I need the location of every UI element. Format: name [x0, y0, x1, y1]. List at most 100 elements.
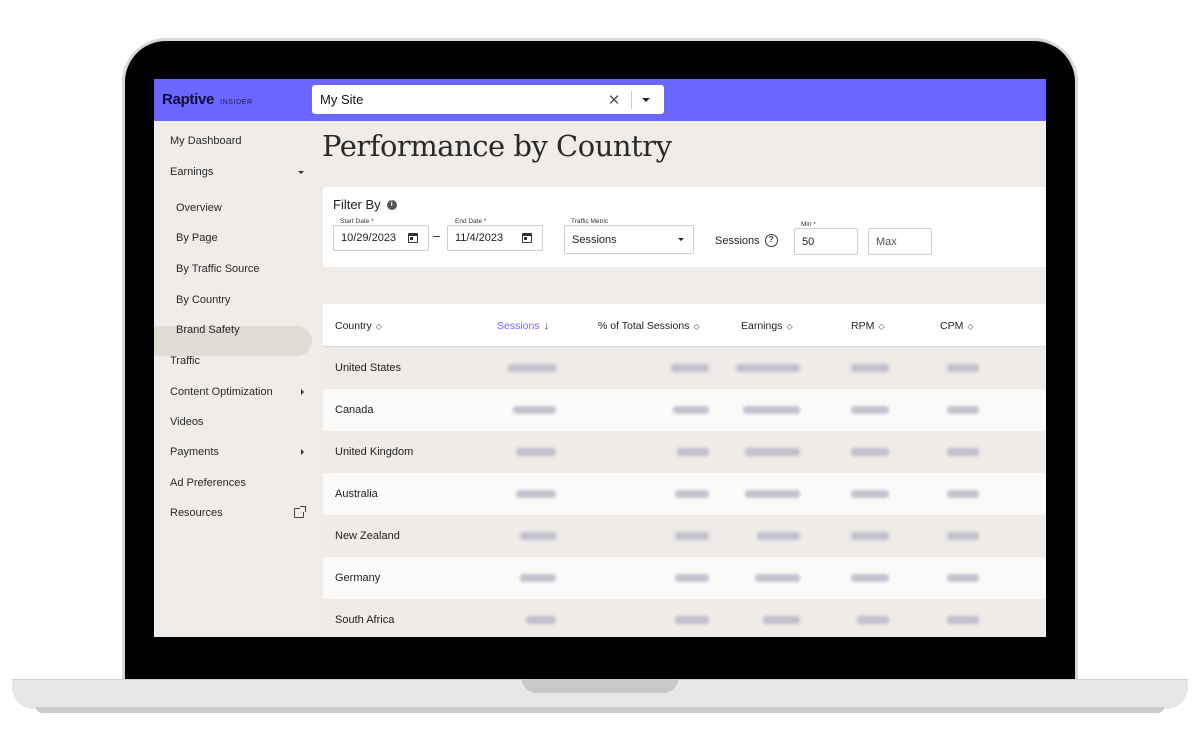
- redacted-value: [671, 364, 709, 372]
- redacted-value: [516, 448, 556, 456]
- max-sessions-input[interactable]: Max: [868, 228, 932, 255]
- calendar-icon[interactable]: [522, 233, 532, 243]
- info-icon[interactable]: i: [386, 199, 397, 210]
- traffic-metric-select[interactable]: Sessions: [564, 225, 694, 254]
- redacted-value: [745, 490, 800, 498]
- redacted-value: [736, 364, 800, 372]
- column-header-country[interactable]: Country ◇: [335, 320, 382, 332]
- sidebar-active-highlight: [154, 326, 312, 356]
- end-date-label: End Date *: [455, 218, 487, 225]
- sort-icon: ◇: [967, 321, 974, 331]
- redacted-value: [675, 616, 709, 624]
- chevron-down-icon[interactable]: [642, 97, 650, 102]
- sort-icon: ◇: [375, 321, 382, 331]
- sort-icon: ◇: [693, 321, 700, 331]
- table-row[interactable]: Canada: [323, 389, 1046, 431]
- table-row[interactable]: New Zealand: [323, 515, 1046, 557]
- redacted-value: [947, 616, 979, 624]
- column-header-sessions[interactable]: Sessions ↓: [497, 320, 549, 332]
- country-cell: New Zealand: [335, 530, 400, 542]
- sidebar-item-label: By Country: [176, 294, 231, 306]
- min-sessions-value: 50: [802, 235, 815, 248]
- sidebar-item-overview[interactable]: Overview: [176, 193, 304, 223]
- redacted-value: [763, 616, 800, 624]
- redacted-value: [675, 574, 709, 582]
- brand-name: Raptive: [162, 91, 215, 108]
- help-icon[interactable]: ?: [764, 234, 778, 247]
- page-title: Performance by Country: [322, 129, 672, 163]
- max-sessions-placeholder: Max: [876, 235, 897, 248]
- column-header-label: CPM: [940, 320, 964, 332]
- sidebar-item-earnings[interactable]: Earnings: [170, 157, 304, 187]
- sidebar-item-ad-preferences[interactable]: Ad Preferences: [170, 468, 304, 498]
- table-row[interactable]: South Africa: [323, 599, 1046, 637]
- redacted-value: [520, 532, 556, 540]
- app-screen: Raptive INSIDER My Site ✕ My Dashboard E…: [154, 79, 1046, 637]
- sidebar-item-by-page[interactable]: By Page: [176, 223, 304, 253]
- sidebar-item-label: By Traffic Source: [176, 263, 260, 275]
- redacted-value: [947, 364, 979, 372]
- column-header-label: Earnings: [741, 320, 783, 332]
- sort-icon: ◇: [878, 321, 885, 331]
- column-header-label: Sessions: [497, 320, 540, 332]
- sort-desc-icon: ↓: [543, 320, 550, 332]
- sidebar-item-traffic[interactable]: Traffic: [170, 346, 304, 376]
- sidebar-item-by-traffic-source[interactable]: By Traffic Source: [176, 254, 304, 284]
- site-select[interactable]: My Site ✕: [312, 85, 664, 114]
- table-row[interactable]: Australia: [323, 473, 1046, 515]
- caret-down-icon: [298, 170, 304, 174]
- min-sessions-input[interactable]: 50: [794, 228, 858, 255]
- redacted-value: [526, 616, 556, 624]
- column-header-earnings[interactable]: Earnings ◇: [741, 320, 793, 332]
- brand-sub: INSIDER: [220, 99, 253, 106]
- date-range-dash: –: [433, 228, 441, 243]
- table-header: Country ◇ Sessions ↓ % of Total Sessions…: [323, 304, 1046, 347]
- sidebar-item-payments[interactable]: Payments: [170, 437, 304, 467]
- redacted-value: [947, 406, 979, 414]
- redacted-value: [520, 574, 556, 582]
- sidebar-item-label: Content Optimization: [170, 386, 273, 398]
- table-row[interactable]: United States: [323, 347, 1046, 389]
- column-header-rpm[interactable]: RPM ◇: [851, 320, 885, 332]
- sidebar-item-content-optimization[interactable]: Content Optimization: [170, 377, 304, 407]
- redacted-value: [513, 406, 556, 414]
- redacted-value: [947, 490, 979, 498]
- redacted-value: [851, 490, 889, 498]
- sidebar-item-by-country[interactable]: By Country: [176, 285, 304, 315]
- filter-panel: Filter By i Start Date * 10/29/2023 – En…: [323, 187, 1046, 267]
- end-date-value: 11/4/2023: [455, 232, 504, 244]
- sidebar-item-brand-safety[interactable]: Brand Safety: [176, 315, 304, 345]
- country-table: Country ◇ Sessions ↓ % of Total Sessions…: [323, 304, 1046, 637]
- table-row[interactable]: Germany: [323, 557, 1046, 599]
- sidebar-item-label: Payments: [170, 446, 219, 458]
- calendar-icon[interactable]: [408, 233, 418, 243]
- end-date-field[interactable]: 11/4/2023: [447, 225, 543, 251]
- start-date-label: Start Date *: [340, 218, 374, 225]
- start-date-field[interactable]: 10/29/2023: [333, 225, 429, 251]
- sidebar-item-label: My Dashboard: [170, 135, 242, 147]
- column-header-cpm[interactable]: CPM ◇: [940, 320, 974, 332]
- traffic-metric-label: Traffic Metric: [571, 218, 609, 225]
- sidebar-item-my-dashboard[interactable]: My Dashboard: [170, 126, 304, 156]
- sidebar-item-resources[interactable]: Resources: [170, 498, 306, 528]
- column-header-pct-sessions[interactable]: % of Total Sessions ◇: [598, 320, 700, 332]
- close-icon[interactable]: ✕: [607, 91, 621, 109]
- chevron-down-icon[interactable]: [678, 238, 684, 241]
- table-row[interactable]: United Kingdom: [323, 431, 1046, 473]
- redacted-value: [755, 574, 800, 582]
- redacted-value: [947, 574, 979, 582]
- column-header-label: Country: [335, 320, 372, 332]
- filter-title: Filter By i: [333, 197, 397, 212]
- country-cell: United States: [335, 362, 402, 374]
- brand-logo[interactable]: Raptive INSIDER: [162, 91, 253, 108]
- redacted-value: [851, 574, 889, 582]
- sidebar-item-label: Videos: [170, 416, 204, 428]
- column-header-label: RPM: [851, 320, 875, 332]
- sidebar-item-label: By Page: [176, 232, 218, 244]
- sidebar-item-videos[interactable]: Videos: [170, 407, 304, 437]
- redacted-value: [516, 490, 556, 498]
- redacted-value: [675, 532, 709, 540]
- redacted-value: [947, 448, 979, 456]
- redacted-value: [745, 448, 800, 456]
- redacted-value: [757, 532, 800, 540]
